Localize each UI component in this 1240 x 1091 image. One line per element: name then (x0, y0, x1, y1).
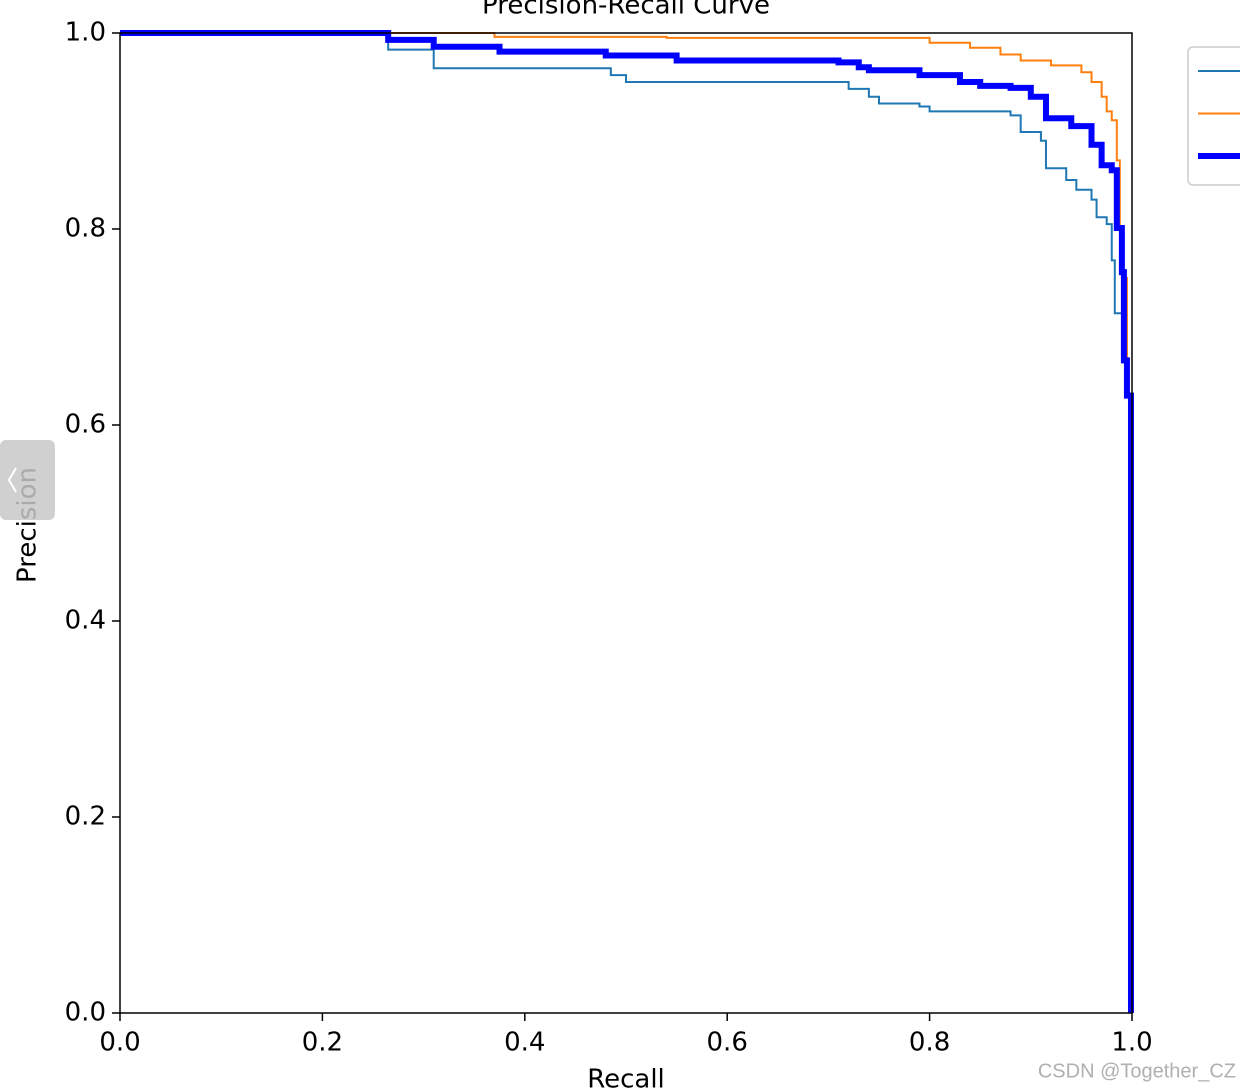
x-tick-label: 0.2 (302, 1028, 343, 1058)
side-tab-arrow (7, 467, 17, 493)
y-tick-label: 0.2 (65, 802, 106, 832)
x-tick-label: 0.8 (909, 1028, 950, 1058)
x-axis-label: Recall (587, 1065, 665, 1091)
x-tick-label: 0.4 (504, 1028, 545, 1058)
y-tick-label: 0.6 (65, 410, 106, 440)
y-tick-label: 0.4 (65, 606, 106, 636)
pr-curve (120, 30, 1134, 1013)
y-tick-label: 0.8 (65, 214, 106, 244)
pr-curve (120, 32, 1133, 1013)
watermark: CSDN @Together_CZ (1038, 1060, 1236, 1082)
side-tab (0, 440, 55, 520)
x-tick-label: 0.0 (99, 1028, 140, 1058)
x-tick-label: 1.0 (1111, 1028, 1152, 1058)
y-tick-label: 0.0 (65, 998, 106, 1028)
plot-frame (119, 32, 1133, 1014)
chart-title: Precision-Recall Curve (482, 0, 770, 21)
pr-curve (120, 32, 1133, 1013)
plot-lines (120, 30, 1134, 1013)
legend-box (1187, 46, 1240, 186)
y-tick-label: 1.0 (65, 18, 106, 48)
x-tick-label: 0.6 (707, 1028, 748, 1058)
